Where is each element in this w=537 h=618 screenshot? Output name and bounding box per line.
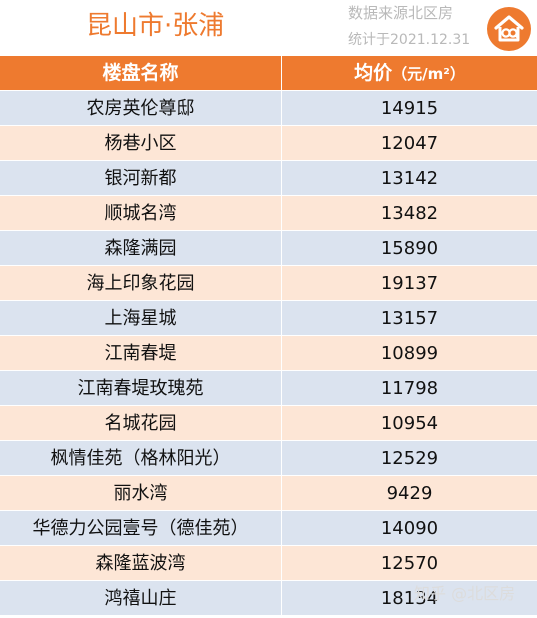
table-row: 枫情佳苑（格林阳光） 12529: [0, 441, 537, 476]
cell-project-name: 森隆满园: [0, 231, 282, 265]
cell-average-price: 12570: [380, 553, 439, 574]
table-row: 华德力公园壹号（德佳苑） 14090: [0, 511, 537, 546]
cell-average-price: 18134: [380, 588, 439, 609]
cell-project-name: 农房英伦尊邸: [0, 91, 282, 125]
table-row: 江南春堤 10899: [0, 336, 537, 371]
table-row: 银河新都 13142: [0, 161, 537, 196]
table-row: 海上印象花园 19137: [0, 266, 537, 301]
cell-average-price: 9429: [386, 483, 433, 504]
cell-average-price: 14090: [380, 518, 439, 539]
cell-project-name: 华德力公园壹号（德佳苑）: [0, 511, 282, 545]
column-header-price-label: 均价: [354, 62, 393, 84]
cell-average-price: 11798: [380, 378, 439, 399]
table-header: 楼盘名称 均价（元/m²）: [0, 56, 537, 91]
table-row: 顺城名湾 13482: [0, 196, 537, 231]
column-header-name: 楼盘名称: [0, 56, 282, 90]
table-row: 鸿禧山庄 18134: [0, 581, 537, 616]
cell-average-price: 14915: [380, 98, 439, 119]
table-row: 森隆满园 15890: [0, 231, 537, 266]
cell-average-price: 12047: [380, 133, 439, 154]
table-row: 江南春堤玫瑰苑 11798: [0, 371, 537, 406]
cell-project-name: 森隆蓝波湾: [0, 546, 282, 580]
cell-average-price: 19137: [380, 273, 439, 294]
table-row: 名城花园 10954: [0, 406, 537, 441]
cell-project-name: 鸿禧山庄: [0, 581, 282, 615]
cell-project-name: 名城花园: [0, 406, 282, 440]
page-title: 昆山市·张浦: [86, 11, 225, 41]
cell-average-price: 13157: [380, 308, 439, 329]
cell-project-name: 银河新都: [0, 161, 282, 195]
house-bubble-logo-icon: [487, 7, 531, 51]
table-row: 丽水湾 9429: [0, 476, 537, 511]
watermark-text: 知乎 @北区房: [414, 584, 516, 603]
cell-project-name: 杨巷小区: [0, 126, 282, 160]
column-header-price: 均价（元/m²）: [282, 56, 537, 90]
cell-project-name: 江南春堤: [0, 336, 282, 370]
data-source-text: 数据来源北区房: [348, 4, 454, 22]
cell-project-name: 丽水湾: [0, 476, 282, 510]
cell-average-price: 13482: [380, 203, 439, 224]
cell-project-name: 顺城名湾: [0, 196, 282, 230]
cell-average-price: 10954: [380, 413, 439, 434]
table-row: 杨巷小区 12047: [0, 126, 537, 161]
cell-average-price: 12529: [380, 448, 439, 469]
table-row: 农房英伦尊邸 14915: [0, 91, 537, 126]
cell-project-name: 江南春堤玫瑰苑: [0, 371, 282, 405]
cell-average-price: 13142: [380, 168, 439, 189]
price-table: 楼盘名称 均价（元/m²） 农房英伦尊邸 14915 杨巷小区 12047 银河新都 13…: [0, 56, 537, 616]
table-body: 农房英伦尊邸 14915 杨巷小区 12047 银河新都 13142 顺城名湾 13482 森隆…: [0, 91, 537, 616]
cell-project-name: 枫情佳苑（格林阳光）: [0, 441, 282, 475]
header: 昆山市·张浦 数据来源北区房 统计于2021.12.31: [0, 0, 537, 56]
cell-project-name: 海上印象花园: [0, 266, 282, 300]
cell-project-name: 上海星城: [0, 301, 282, 335]
column-header-price-unit: （元/m²）: [392, 65, 465, 83]
statistics-date-text: 统计于2021.12.31: [348, 32, 471, 48]
table-row: 上海星城 13157: [0, 301, 537, 336]
cell-average-price: 15890: [380, 238, 439, 259]
table-row: 森隆蓝波湾 12570: [0, 546, 537, 581]
cell-average-price: 10899: [380, 343, 439, 364]
